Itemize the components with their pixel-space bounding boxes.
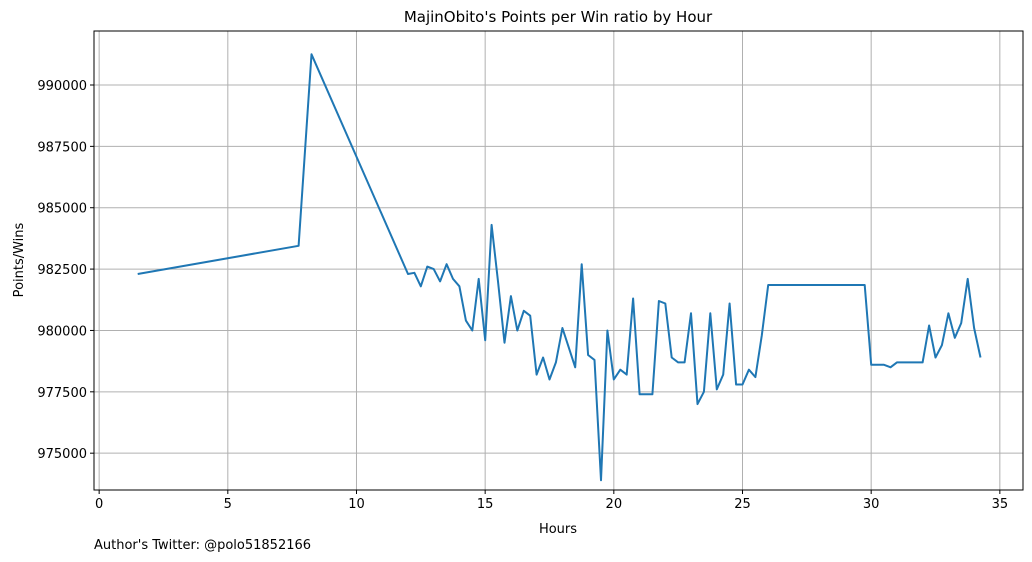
x-tick-label: 5 (224, 497, 232, 512)
x-tick-label: 20 (606, 497, 623, 512)
x-tick-label: 0 (95, 497, 103, 512)
x-tick-label: 15 (477, 497, 494, 512)
x-tick-label: 25 (734, 497, 751, 512)
y-tick-label: 987500 (37, 140, 87, 155)
series-line (137, 53, 982, 482)
y-tick-label: 985000 (37, 202, 87, 217)
grid-lines (94, 31, 1023, 490)
x-axis-label: Hours (539, 522, 577, 537)
y-tick-label: 990000 (37, 79, 87, 94)
x-axis-ticks: 0 5 10 15 20 25 30 35 (95, 490, 1008, 512)
author-twitter-note: Author's Twitter: @polo51852166 (94, 538, 312, 553)
series-lines (137, 53, 982, 482)
plot-frame (93, 30, 1024, 491)
x-tick-label: 30 (863, 497, 880, 512)
y-axis-ticks: 975000 977500 980000 982500 985000 987500 9900… (37, 79, 94, 462)
chart-title: MajinObito's Points per Win ratio by Hou… (404, 8, 713, 26)
y-tick-label: 980000 (37, 324, 87, 339)
y-axis-label: Points/Wins (12, 222, 27, 297)
y-tick-label: 975000 (37, 447, 87, 462)
y-tick-label: 977500 (37, 386, 87, 401)
y-tick-label: 982500 (37, 263, 87, 278)
x-tick-label: 10 (348, 497, 365, 512)
x-tick-label: 35 (992, 497, 1009, 512)
